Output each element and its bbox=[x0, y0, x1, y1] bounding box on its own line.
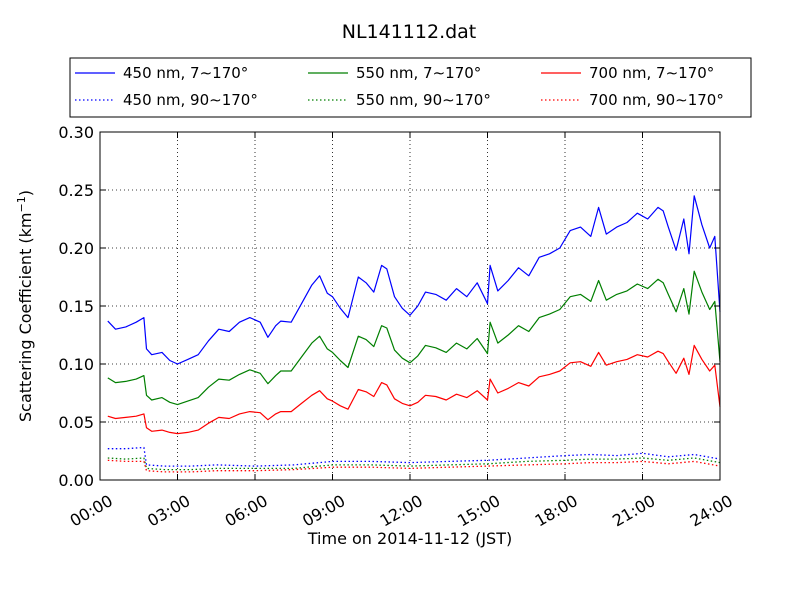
legend-label: 450 nm, 90∼170° bbox=[123, 91, 258, 109]
legend-box bbox=[69, 57, 752, 118]
y-tick-label: 0.20 bbox=[58, 239, 94, 258]
y-tick-label: 0.15 bbox=[58, 297, 94, 316]
legend-label: 700 nm, 7∼170° bbox=[589, 64, 714, 82]
y-tick-label: 0.25 bbox=[58, 181, 94, 200]
series-group bbox=[107, 195, 721, 473]
x-axis: 00:00 03:00 06:00 09:00 12:00 15:00 18:00 21:00… bbox=[67, 132, 736, 531]
x-tick-label: 03:00 bbox=[144, 491, 193, 531]
legend-label: 550 nm, 90∼170° bbox=[356, 91, 491, 109]
y-tick-label: 0.30 bbox=[58, 123, 94, 142]
y-axis-label: Scattering Coefficient (km−1) bbox=[15, 190, 35, 422]
y-axis-label-sup: −1 bbox=[15, 196, 28, 212]
legend: 450 nm, 7∼170° 550 nm, 7∼170° 700 nm, 7∼17… bbox=[69, 57, 752, 118]
series-line-1 bbox=[107, 195, 721, 365]
legend-label: 700 nm, 90∼170° bbox=[589, 91, 724, 109]
series-line-6 bbox=[107, 459, 721, 473]
y-axis: 0.00 0.05 0.10 0.15 0.20 0.25 0.30 bbox=[58, 123, 720, 490]
x-tick-label: 09:00 bbox=[299, 491, 348, 531]
series-line-4 bbox=[107, 446, 721, 467]
x-tick-label: 24:00 bbox=[687, 491, 736, 531]
series-line-3 bbox=[107, 344, 721, 435]
x-tick-label: 12:00 bbox=[377, 491, 426, 531]
x-tick-label: 15:00 bbox=[454, 491, 503, 531]
y-tick-label: 0.10 bbox=[58, 355, 94, 374]
grid bbox=[99, 131, 721, 481]
x-tick-label: 00:00 bbox=[67, 491, 116, 531]
legend-label: 450 nm, 7∼170° bbox=[123, 64, 248, 82]
y-axis-label-close: ) bbox=[16, 190, 35, 196]
chart-title: NL141112.dat bbox=[342, 21, 477, 43]
y-tick-label: 0.05 bbox=[58, 413, 94, 432]
series-line-2 bbox=[107, 270, 721, 406]
legend-label: 550 nm, 7∼170° bbox=[356, 64, 481, 82]
x-tick-label: 21:00 bbox=[609, 491, 658, 531]
x-axis-label: Time on 2014-11-12 (JST) bbox=[307, 529, 512, 548]
x-tick-label: 06:00 bbox=[222, 491, 271, 531]
y-tick-label: 0.00 bbox=[58, 471, 94, 490]
x-tick-label: 18:00 bbox=[532, 491, 581, 531]
y-axis-label-main: Scattering Coefficient (km bbox=[16, 212, 35, 422]
